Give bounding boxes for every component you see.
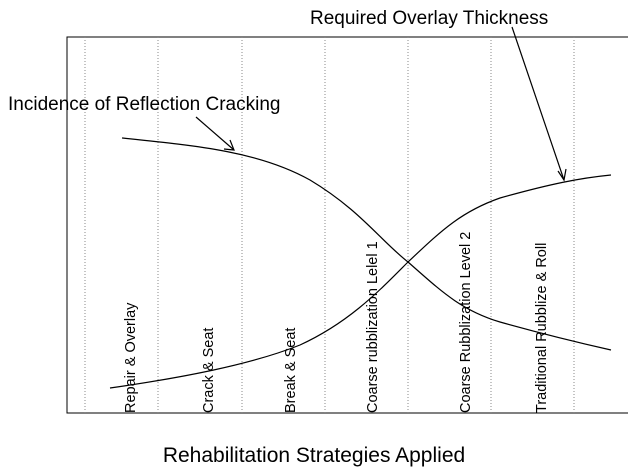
overlay-label: Required Overlay Thickness	[310, 8, 548, 29]
arrows	[195, 26, 567, 182]
strategy-label: Coarse Rubblization Level 2	[458, 232, 474, 413]
strategy-label: Crack & Seat	[201, 328, 217, 413]
strategy-label: Repair & Overlay	[123, 302, 139, 413]
arrow	[195, 116, 235, 151]
cracking-curve	[121, 137, 612, 351]
plot-frame	[66, 36, 628, 414]
arrowhead	[557, 168, 567, 182]
strategy-label: Traditional Rubblize & Roll	[534, 243, 550, 413]
strategy-label: Coarse rubblization Lelel 1	[365, 241, 381, 413]
arrowhead	[223, 139, 235, 151]
strategy-label: Break & Seat	[283, 328, 299, 413]
overlay-curve	[109, 174, 612, 389]
arrow	[511, 26, 565, 181]
cracking-label: Incidence of Reflection Cracking	[8, 94, 280, 115]
x-axis-label: Rehabilitation Strategies Applied	[163, 444, 465, 467]
